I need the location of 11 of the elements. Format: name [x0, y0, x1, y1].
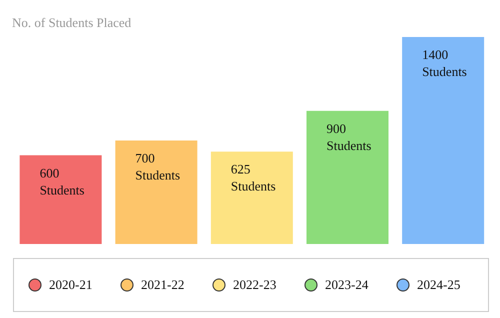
legend-label: 2021-22 — [141, 277, 184, 293]
legend-label: 2020-21 — [49, 277, 92, 293]
legend-label: 2023-24 — [325, 277, 368, 293]
data-label: 625 Students — [230, 162, 276, 194]
data-label: 900 Students — [326, 120, 372, 153]
data-label: 1400 Students — [422, 47, 467, 79]
legend-label: 2024-25 — [417, 277, 460, 293]
data-label: 600 Students — [40, 165, 84, 198]
data-label: 700 Students — [135, 150, 180, 182]
chart-title: No. of Students Placed — [12, 15, 132, 31]
legend-label: 2022-23 — [233, 277, 276, 293]
